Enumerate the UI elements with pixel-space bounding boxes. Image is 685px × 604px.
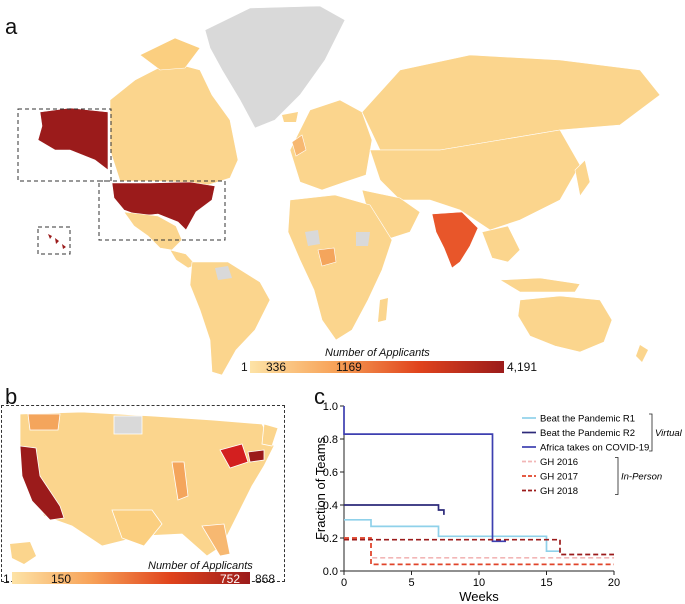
russia-region [361,54,661,151]
alaska-highlight-box [17,108,112,182]
iceland-region [282,112,298,122]
legend-label-1: Beat the Pandemic R2 [540,428,635,439]
series-line-1 [344,504,445,515]
new-york-state [219,443,249,469]
canada-north-islands [139,37,201,71]
y-axis-label: Fraction of Teams [314,436,328,540]
x-tick-label: 15 [540,577,552,589]
alaska-inset [10,542,36,564]
legend-label-3: GH 2016 [540,457,578,468]
colorbar-a-tick-min: 1 [241,360,248,374]
colorbar-a-tick-3: 1169 [336,360,362,374]
alaska-region [37,107,109,171]
hawaii-region [48,234,66,249]
colorbar-a-tick-2: 336 [266,360,287,374]
series-line-0 [344,518,560,553]
new-zealand-region [636,345,648,362]
colorbar-a-tick-max: 4,191 [507,360,538,374]
x-tick-label: 20 [608,577,620,589]
series-line-2 [343,406,506,543]
africa-no-data-1 [305,230,320,246]
y-tick-label: 0.2 [323,533,338,545]
panel-label-b: b [5,384,18,409]
group-virtual-bracket [649,413,653,452]
uk-region [291,134,307,157]
legend-label-4: GH 2017 [540,472,578,483]
colorbar-b-gradient [12,572,250,584]
x-tick-label: 10 [473,577,485,589]
south-america-region [189,261,271,376]
washington-state [27,413,61,431]
colorbar-b-tick-min: 1 [3,572,10,586]
madagascar-region [378,298,388,322]
mexico-region [123,211,183,251]
us-map [10,411,279,564]
panel-label-c: c [314,384,325,409]
group-in-person-bracket [615,457,619,495]
massachusetts-state [247,449,265,463]
survival-chart: 0.0 0.2 0.4 0.6 0.8 1.0 0 5 10 15 20 Weeks Fraction … [314,401,683,604]
y-tick-label: 0.8 [323,434,338,446]
usa-region [111,181,216,231]
chart-series-group [343,406,614,566]
y-tick-label: 1.0 [323,401,338,413]
south-america-no-data [215,266,232,280]
legend-label-5: GH 2018 [540,486,578,497]
japan-region [574,159,591,197]
australia-region [517,295,613,353]
chart-legend: Beat the Pandemic R1 Beat the Pandemic R2… [522,413,683,497]
hawaii-highlight-box [37,226,71,255]
colorbar-b-tick-max: 868 [255,572,276,586]
y-tick-label: 0.6 [323,467,338,479]
illinois-state [171,461,189,501]
california-state [19,445,65,521]
africa-no-data-2 [356,232,370,246]
y-tick-label: 0.4 [323,500,338,512]
series-line-5 [344,538,614,556]
chart-axes: 0.0 0.2 0.4 0.6 0.8 1.0 0 5 10 15 20 Weeks Fraction … [314,401,620,604]
series-line-4 [344,537,614,566]
india-region [431,211,479,269]
group-in-person-label: In-Person [621,472,662,483]
usa-highlight-box [98,180,226,241]
indonesia-region [498,277,581,293]
colorbar-a-gradient [250,361,504,373]
x-tick-label: 0 [341,577,347,589]
colorbar-b-tick-2: 150 [51,572,72,586]
europe-region [289,99,373,191]
x-tick-label: 5 [408,577,414,589]
colorbar-a-title: Number of Applicants [325,347,430,359]
maine-state [261,423,279,447]
texas-state [111,509,163,547]
se-asia-region [481,225,521,263]
group-virtual-label: Virtual [655,428,683,439]
legend-label-2: Africa takes on COVID-19 [540,443,649,454]
legend-label-0: Beat the Pandemic R1 [540,414,635,425]
greenland-region [204,5,346,129]
florida-state [201,523,231,557]
panel-label-a: a [5,14,18,39]
colorbar-b-tick-3: 752 [220,572,241,586]
canada-region [109,61,239,187]
nigeria-region [317,247,337,267]
africa-region [287,194,393,341]
north-dakota-state [113,415,143,435]
colorbar-b-title: Number of Applicants [148,560,253,572]
y-tick-label: 0.0 [323,566,338,578]
world-map [17,5,661,376]
x-axis-label: Weeks [459,589,499,604]
